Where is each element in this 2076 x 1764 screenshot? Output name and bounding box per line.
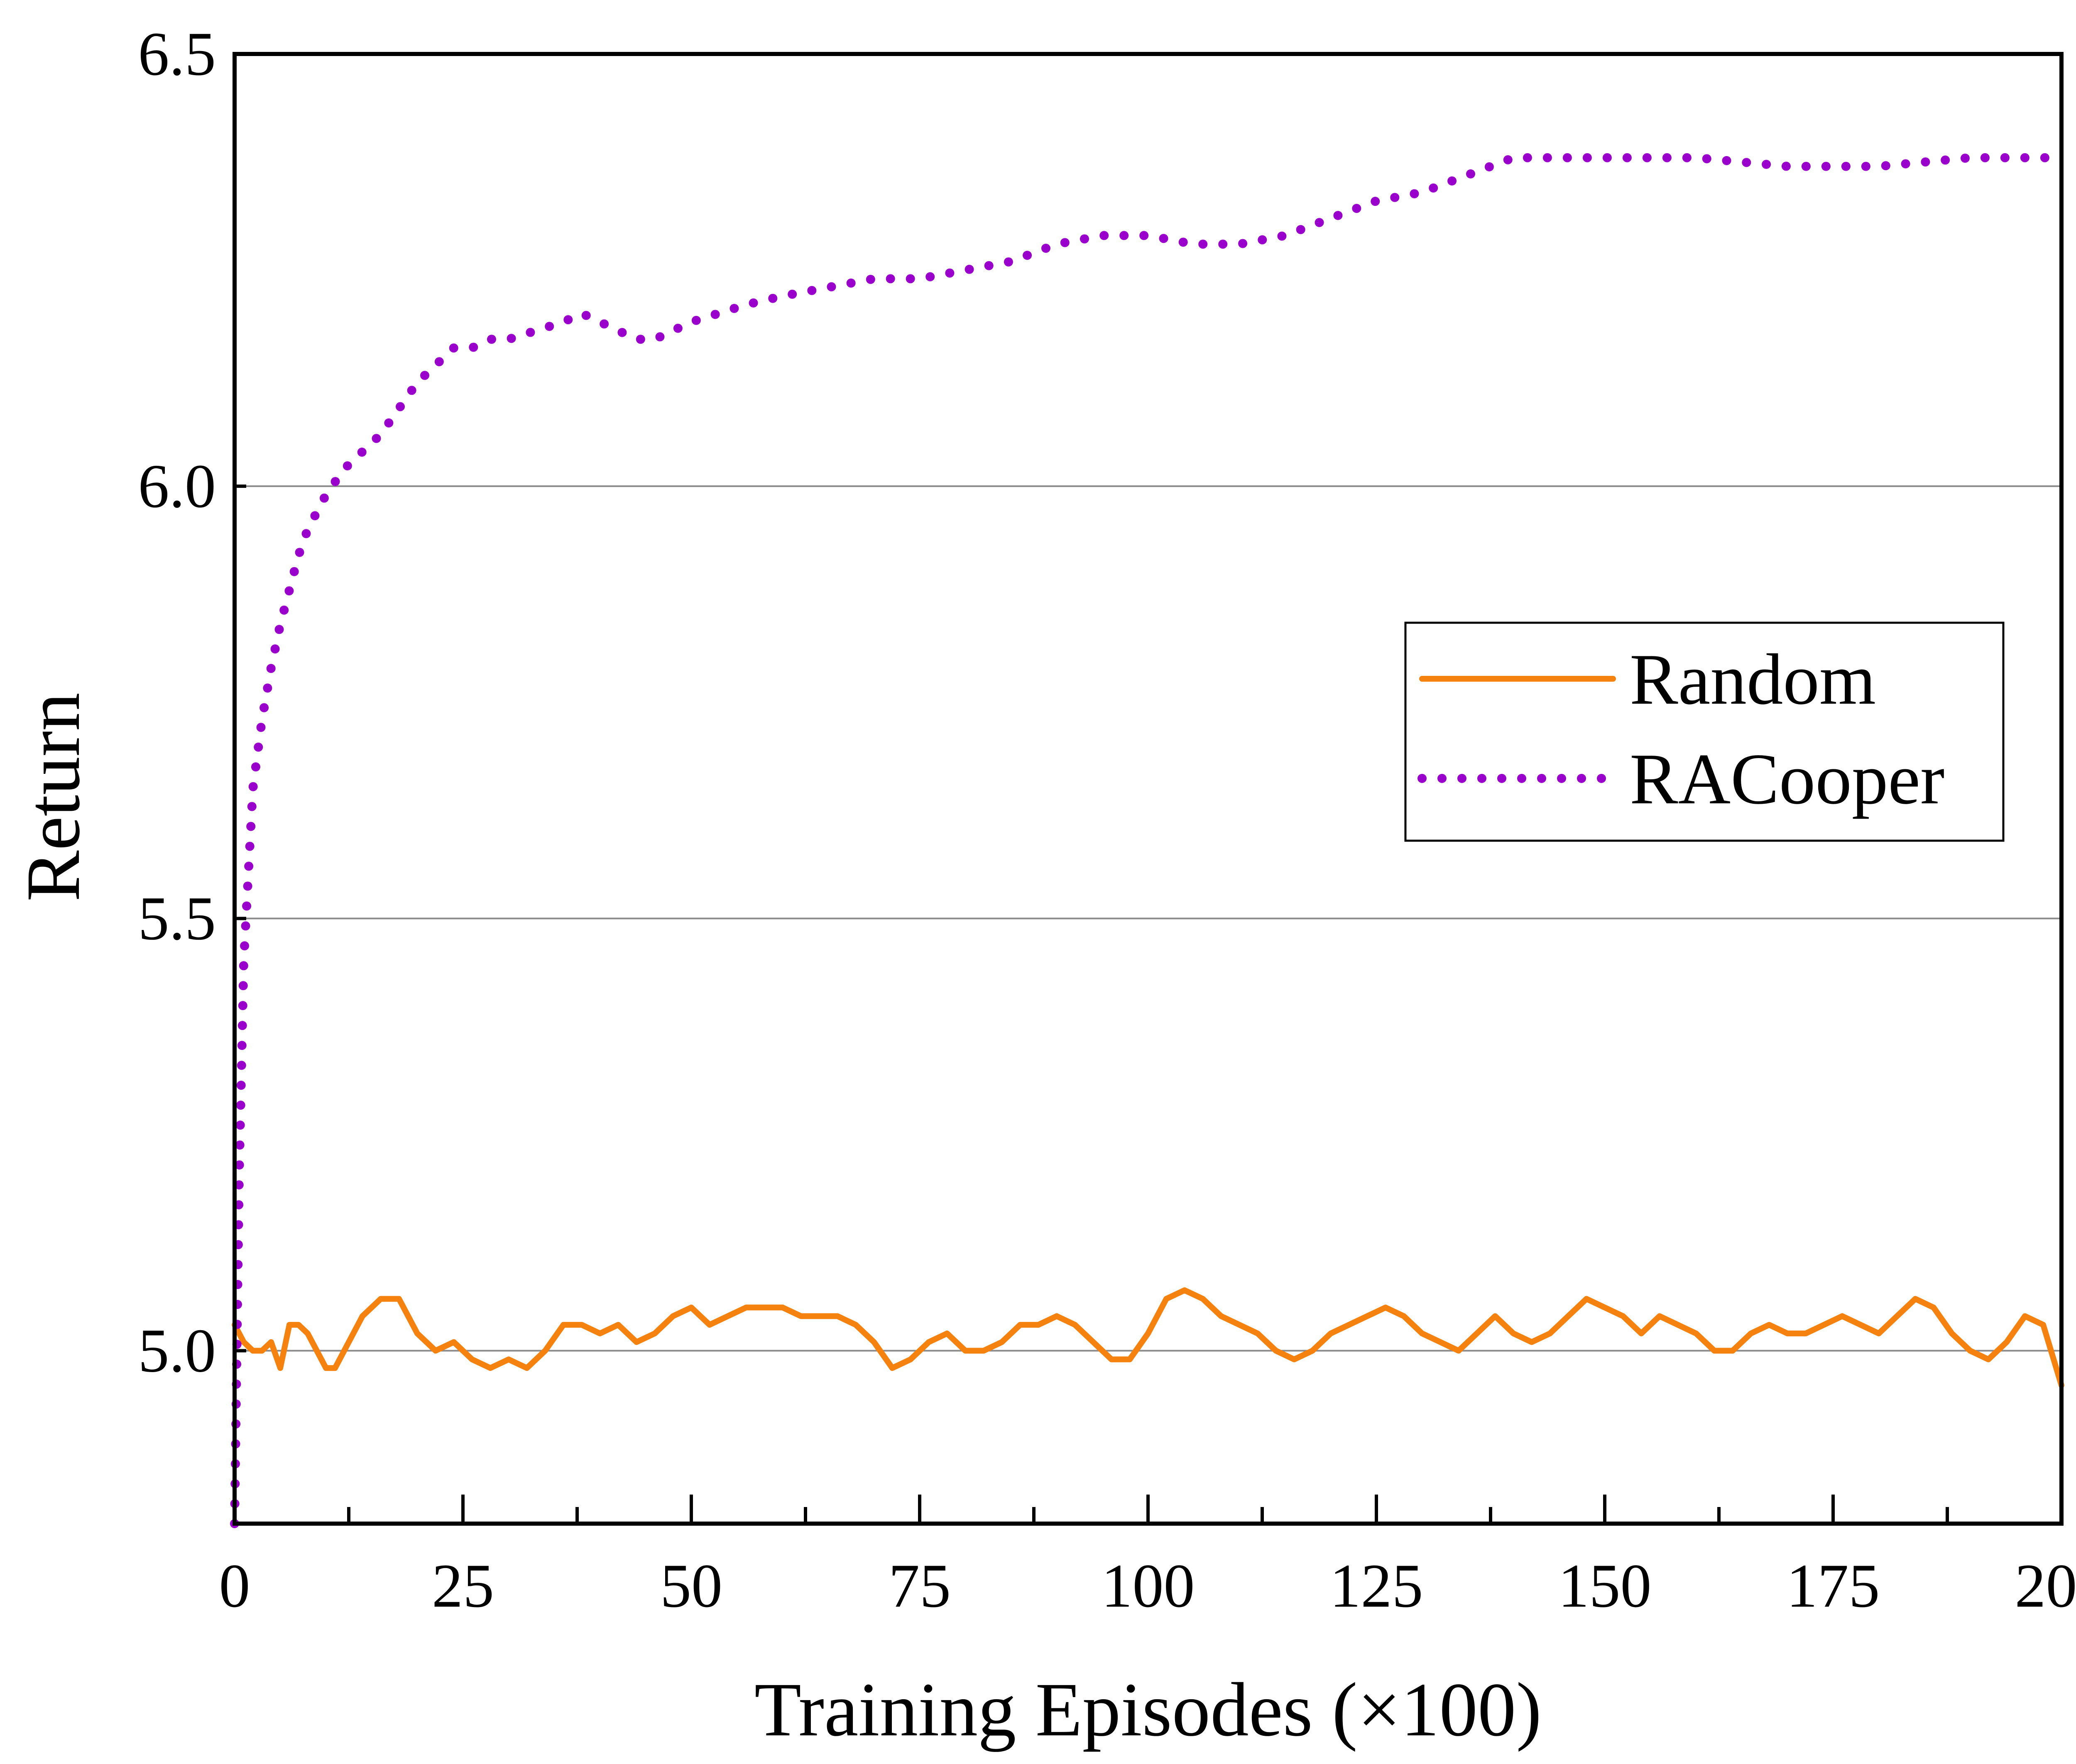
x-tick-label-5: 125	[1330, 1551, 1423, 1620]
x-tick-label-2: 50	[660, 1551, 722, 1620]
x-tick-label-7: 175	[1787, 1551, 1880, 1620]
y-tick-label-1: 5.5	[138, 884, 216, 953]
y-axis-ticks: 5.0 5.5 6.0 6.5	[138, 20, 246, 1385]
y-tick-label-3: 6.5	[138, 20, 216, 88]
y-tick-label-0: 5.0	[138, 1316, 216, 1385]
x-tick-label-1: 25	[432, 1551, 494, 1620]
x-tick-label-8: 200	[2015, 1551, 2076, 1620]
x-tick-label-3: 75	[889, 1551, 951, 1620]
x-tick-label-6: 150	[1558, 1551, 1652, 1620]
x-axis-title: Training Episodes (×100)	[754, 1667, 1542, 1752]
legend-label-random: Random	[1630, 639, 1876, 719]
x-tick-label-0: 0	[219, 1551, 250, 1620]
y-tick-label-2: 6.0	[138, 452, 216, 521]
legend-box	[1404, 621, 2005, 842]
series-line-racooper	[230, 153, 2066, 1528]
legend-label-racooper: RACooper	[1630, 739, 1944, 819]
legend: Random RACooper	[1404, 621, 2005, 842]
series-lines	[230, 153, 2066, 1528]
y-axis-title: Return	[11, 692, 96, 902]
x-axis-ticks: 0 25 50 75 100 125 150 175 200	[219, 1495, 2076, 1620]
gridlines	[235, 485, 2061, 1352]
x-tick-label-4: 100	[1102, 1551, 1195, 1620]
series-line-random	[232, 1287, 2064, 1388]
